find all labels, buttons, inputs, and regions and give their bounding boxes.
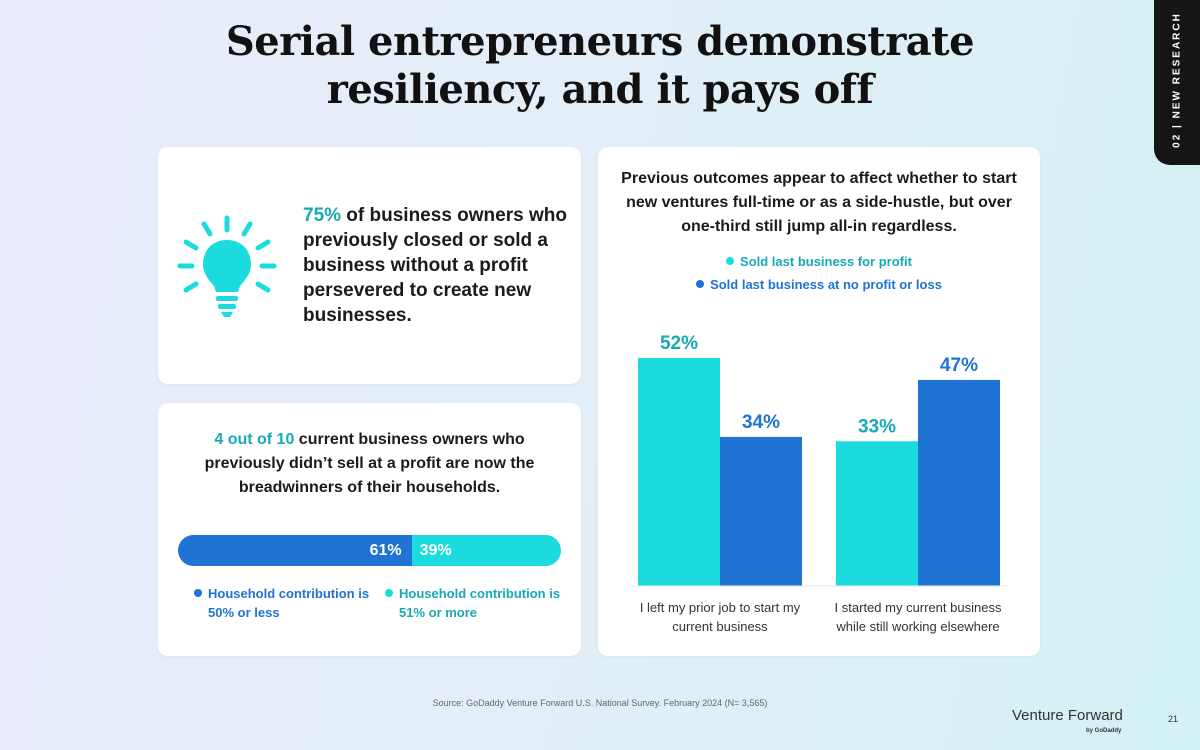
bar-segment-label-50-or-less: 61% [369,542,402,559]
data-label-no-profit-1: 47% [940,355,978,376]
household-contribution-bar: 61% 39% [178,535,561,566]
legend-label-50-or-less: Household contribution is 50% or less [208,586,370,620]
stat-breadwinners-description: current business owners who previously d… [204,431,535,496]
data-label-profit-1: 33% [858,416,896,437]
title-line-2: resiliency, and it pays off [326,66,874,113]
chart-legend-label-profit: Sold last business for profit [740,254,912,269]
chart-legend-item-no-profit: Sold last business at no profit or loss [598,277,1040,292]
section-tab-label: 02 | NEW RESEARCH [1171,12,1183,148]
stat-persevered-value: 75% [303,205,342,226]
category-label-1-line-0: I started my current business [835,600,1002,615]
bar-segment-label-51-or-more: 39% [419,542,452,559]
legend-label-51-or-more: Household contribution is 51% or more [399,586,561,620]
bar-profit-1 [836,441,918,586]
legend-item-51-or-more: Household contribution is 51% or more [385,584,565,622]
legend-dot-icon [696,280,705,288]
stat-card-breadwinners [158,403,581,656]
bar-segment-50-or-less: 61% [178,535,412,566]
source-note: Source: GoDaddy Venture Forward U.S. Nat… [432,698,768,708]
data-label-profit-0: 52% [660,333,698,354]
stat-breadwinners-value: 4 out of 10 [214,431,295,448]
section-tab: 02 | NEW RESEARCH [1154,0,1200,165]
lightbulb-icon [177,215,277,317]
category-label-0-line-1: current business [672,619,768,634]
stat-persevered-description: of business owners who previously closed… [303,205,567,326]
page-number: 21 [1168,714,1179,724]
chart-title: Previous outcomes appear to affect wheth… [621,170,1017,235]
legend-dot-icon [194,589,202,597]
data-label-no-profit-0: 34% [742,412,780,433]
legend-dot-icon [726,257,735,265]
category-label-1-line-1: while still working elsewhere [835,619,999,634]
title-line-1: Serial entrepreneurs demonstrate [225,18,975,65]
legend-dot-icon [385,589,393,597]
category-label-0-line-0: I left my prior job to start my [640,600,801,615]
page-title: Serial entrepreneurs demonstrate resilie… [0,18,1200,114]
chart-legend-item-profit: Sold last business for profit [598,254,1040,269]
bar-no-profit-1 [918,379,1000,586]
brand-wordmark: Venture Forward [1012,707,1123,724]
stat-persevered-text: 75% of business owners who previously cl… [303,203,573,328]
legend-item-50-or-less: Household contribution is 50% or less [194,584,374,622]
bar-segment-51-or-more: 39% [411,535,561,566]
brand-sub-logo: by GoDaddy [1086,728,1122,734]
bar-profit-0 [638,358,720,586]
chart-legend-label-no-profit: Sold last business at no profit or loss [710,277,942,292]
bar-no-profit-0 [720,436,802,586]
stat-breadwinners-text: 4 out of 10 current business owners who … [178,428,561,500]
bar-chart: 52% 34% I left my prior job to start my cur… [630,333,1008,634]
